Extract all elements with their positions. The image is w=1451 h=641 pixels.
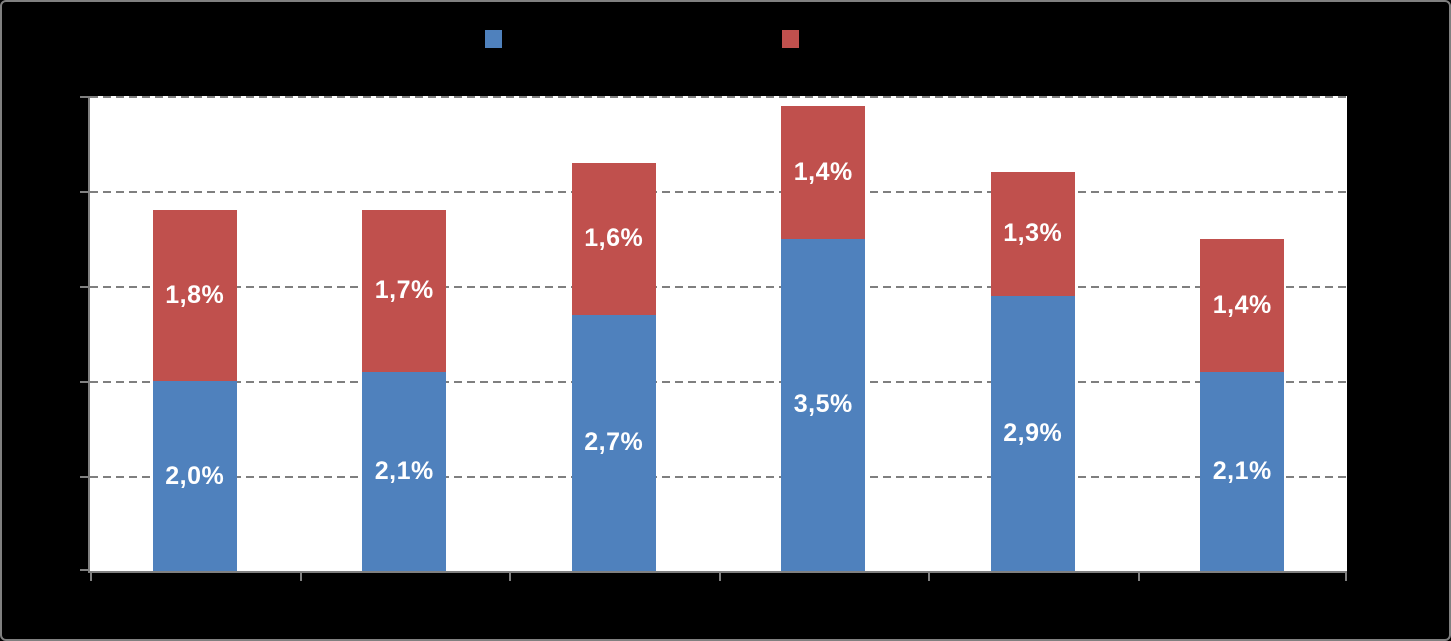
bar-segment-red: 1,4% — [1200, 238, 1285, 372]
bar-value-label: 1,4% — [1212, 290, 1272, 319]
bar-value-label: 3,5% — [793, 390, 853, 419]
bar-group: 2,7% 1,6% — [571, 96, 656, 571]
bar-segment-blue: 3,5% — [781, 238, 866, 571]
plot-area: 2,0% 1,8% 2,1% 1,7% 2,7% 1,6% 3,5% 1,4% 2,9% 1,3%… — [80, 96, 1347, 581]
bar-group: 3,5% 1,4% — [781, 96, 866, 571]
x-axis-tick — [509, 573, 511, 581]
bar-segment-red: 1,4% — [781, 105, 866, 239]
bar-segment-blue: 2,1% — [362, 371, 447, 571]
y-gridline — [90, 476, 1347, 478]
bar-value-label: 2,1% — [1212, 456, 1272, 485]
bar-segment-red: 1,7% — [362, 210, 447, 372]
x-axis-tick — [928, 573, 930, 581]
bar-group: 2,1% 1,4% — [1200, 96, 1285, 571]
y-gridline — [90, 286, 1347, 288]
bar-segment-blue: 2,1% — [1200, 371, 1285, 571]
bar-segment-red: 1,8% — [152, 210, 237, 381]
y-axis-tick — [80, 569, 88, 571]
bar-value-label: 2,7% — [584, 428, 644, 457]
bar-group: 2,9% 1,3% — [990, 96, 1075, 571]
bar-value-label: 1,8% — [165, 281, 225, 309]
x-axis-tick — [718, 573, 721, 581]
bar-value-label: 2,1% — [374, 456, 434, 485]
x-axis-tick — [1137, 573, 1140, 581]
bar-group: 2,0% 1,8% — [152, 96, 237, 571]
bar-value-label: 1,7% — [374, 276, 434, 305]
bar-value-label: 1,6% — [584, 224, 644, 252]
y-axis-tick — [80, 476, 88, 478]
x-axis-tick — [1345, 573, 1347, 581]
x-axis-tick — [90, 573, 92, 581]
y-gridline — [90, 96, 1347, 98]
bar-segment-blue: 2,0% — [152, 381, 237, 571]
bar-value-label: 1,3% — [1003, 219, 1063, 248]
bar-value-label: 2,0% — [165, 461, 225, 490]
x-axis-tick — [299, 573, 302, 581]
y-axis-tick — [80, 381, 88, 383]
bar-segment-blue: 2,9% — [990, 295, 1075, 571]
bar-segment-red: 1,6% — [571, 162, 656, 315]
y-axis-tick — [80, 191, 88, 193]
bar-segment-red: 1,3% — [990, 172, 1075, 296]
bar-value-label: 2,9% — [1003, 418, 1063, 447]
chart-legend — [2, 2, 1449, 72]
y-axis-tick — [80, 96, 88, 98]
y-axis-tick — [80, 286, 88, 288]
bar-segment-blue: 2,7% — [571, 314, 656, 571]
legend-swatch-series-2 — [782, 30, 799, 48]
legend-swatch-series-1 — [485, 30, 502, 48]
y-gridline — [90, 191, 1347, 193]
y-gridline — [90, 381, 1347, 383]
bar-value-label: 1,4% — [793, 157, 853, 186]
bar-group: 2,1% 1,7% — [362, 96, 447, 571]
